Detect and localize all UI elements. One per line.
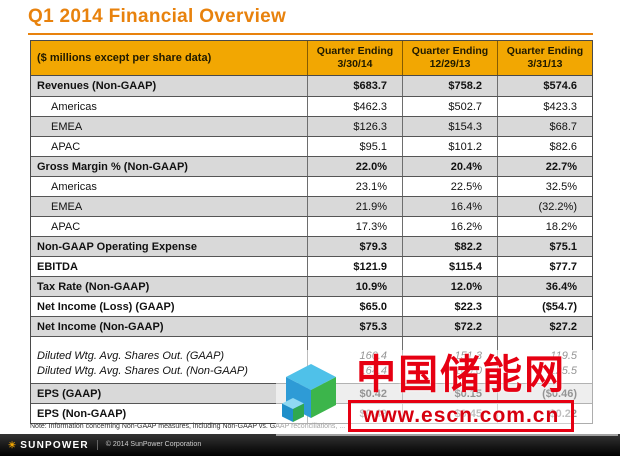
row-value: 22.7% xyxy=(497,157,592,176)
row-value: $95.1 xyxy=(307,137,402,156)
row-value: 22.5% xyxy=(402,177,497,196)
row-value: 16.2% xyxy=(402,217,497,236)
row-label: APAC xyxy=(51,220,81,233)
table-row: Americas $462.3 $502.7 $423.3 xyxy=(31,96,592,116)
row-value: $121.9 xyxy=(307,257,402,276)
column-header-title: Quarter Ending xyxy=(506,45,584,58)
row-label: Americas xyxy=(51,100,97,113)
title-divider xyxy=(28,33,593,35)
row-label: Diluted Wtg. Avg. Shares Out. (Non-GAAP) xyxy=(37,365,248,377)
row-value: $75.1 xyxy=(497,237,592,256)
row-label: EMEA xyxy=(51,120,83,133)
row-value: $683.7 xyxy=(307,76,402,96)
row-label: Revenues (Non-GAAP) xyxy=(37,80,157,92)
row-label: Diluted Wtg. Avg. Shares Out. (GAAP) xyxy=(37,350,225,362)
row-value: $574.6 xyxy=(497,76,592,96)
table-row: Net Income (Loss) (GAAP) $65.0 $22.3 ($54.7… xyxy=(31,296,592,316)
row-value: 16.4% xyxy=(402,197,497,216)
row-label: Americas xyxy=(51,180,97,193)
column-header-q1-2013: Quarter Ending 3/31/13 xyxy=(497,41,592,75)
column-header-title: Quarter Ending xyxy=(316,45,394,58)
row-value: $758.2 xyxy=(402,76,497,96)
table-header-row: ($ millions except per share data) Quart… xyxy=(31,41,592,76)
column-header-date: 12/29/13 xyxy=(429,58,471,70)
row-label: Tax Rate (Non-GAAP) xyxy=(37,280,150,293)
watermark-chinese-text: 中国储能网 xyxy=(356,352,567,398)
row-value: (32.2%) xyxy=(497,197,592,216)
row-value: $22.3 xyxy=(402,297,497,316)
table-row: EMEA $126.3 $154.3 $68.7 xyxy=(31,116,592,136)
row-value: $68.7 xyxy=(497,117,592,136)
row-label: EPS (GAAP) xyxy=(37,387,102,400)
column-header-title: Quarter Ending xyxy=(411,45,489,58)
row-value: $502.7 xyxy=(402,97,497,116)
sunpower-logo: ☀ SUNPOWER xyxy=(0,440,97,451)
row-value: $27.2 xyxy=(497,317,592,336)
row-value: $79.3 xyxy=(307,237,402,256)
sunpower-logo-text: SUNPOWER xyxy=(20,439,89,451)
table-row: EMEA 21.9% 16.4% (32.2%) xyxy=(31,196,592,216)
row-value: 21.9% xyxy=(307,197,402,216)
row-value: $154.3 xyxy=(402,117,497,136)
watermark-text-block: 中国储能网 www.escn.com.cn xyxy=(348,352,575,432)
row-label: Net Income (Non-GAAP) xyxy=(37,320,164,333)
row-value: 10.9% xyxy=(307,277,402,296)
row-value: 20.4% xyxy=(402,157,497,176)
copyright-text: © 2014 SunPower Corporation xyxy=(96,440,201,450)
table-row: Non-GAAP Operating Expense $79.3 $82.2 $75.… xyxy=(31,236,592,256)
table-row: Americas 23.1% 22.5% 32.5% xyxy=(31,176,592,196)
row-value: 23.1% xyxy=(307,177,402,196)
row-value: $82.6 xyxy=(497,137,592,156)
row-label: EMEA xyxy=(51,200,83,213)
row-value: 17.3% xyxy=(307,217,402,236)
column-header-q4-2013: Quarter Ending 12/29/13 xyxy=(402,41,497,75)
row-label: APAC xyxy=(51,140,81,153)
watermark-url-text: www.escn.com.cn xyxy=(363,404,560,427)
row-value: $462.3 xyxy=(307,97,402,116)
row-value: $72.2 xyxy=(402,317,497,336)
table-row: Net Income (Non-GAAP) $75.3 $72.2 $27.2 xyxy=(31,316,592,336)
row-label: EPS (Non-GAAP) xyxy=(37,407,127,420)
row-label: Net Income (Loss) (GAAP) xyxy=(37,300,175,313)
row-value: $115.4 xyxy=(402,257,497,276)
row-value: $77.7 xyxy=(497,257,592,276)
sun-icon: ☀ xyxy=(8,439,18,450)
table-row: Gross Margin % (Non-GAAP) 22.0% 20.4% 22.7% xyxy=(31,156,592,176)
row-value: $75.3 xyxy=(307,317,402,336)
table-row: Revenues (Non-GAAP) $683.7 $758.2 $574.6 xyxy=(31,76,592,96)
row-value: $65.0 xyxy=(307,297,402,316)
table-row: APAC 17.3% 16.2% 18.2% xyxy=(31,216,592,236)
row-label: Non-GAAP Operating Expense xyxy=(37,240,197,253)
row-value: ($54.7) xyxy=(497,297,592,316)
column-header-q1-2014: Quarter Ending 3/30/14 xyxy=(307,41,402,75)
column-header-date: 3/31/13 xyxy=(527,58,563,70)
row-label: EBITDA xyxy=(37,260,78,273)
row-value: 12.0% xyxy=(402,277,497,296)
slide-title: Q1 2014 Financial Overview xyxy=(28,6,287,27)
column-header-date: 3/30/14 xyxy=(337,58,373,70)
watermark-url-box: www.escn.com.cn xyxy=(348,400,575,432)
row-value: 18.2% xyxy=(497,217,592,236)
row-value: 32.5% xyxy=(497,177,592,196)
footer-bar: ☀ SUNPOWER © 2014 SunPower Corporation xyxy=(0,434,620,456)
table-unit-label: ($ millions except per share data) xyxy=(37,52,212,64)
row-value: $126.3 xyxy=(307,117,402,136)
footnote: Note: Information concerning Non-GAAP me… xyxy=(30,423,346,430)
table-row: Tax Rate (Non-GAAP) 10.9% 12.0% 36.4% xyxy=(31,276,592,296)
row-value: 22.0% xyxy=(307,157,402,176)
row-label: Gross Margin % (Non-GAAP) xyxy=(37,160,188,173)
escn-cube-logo xyxy=(282,364,336,422)
row-value: 36.4% xyxy=(497,277,592,296)
row-value: $423.3 xyxy=(497,97,592,116)
table-row: APAC $95.1 $101.2 $82.6 xyxy=(31,136,592,156)
row-value: $82.2 xyxy=(402,237,497,256)
table-row: EBITDA $121.9 $115.4 $77.7 xyxy=(31,256,592,276)
row-value: $101.2 xyxy=(402,137,497,156)
watermark: 中国储能网 www.escn.com.cn xyxy=(276,350,618,436)
